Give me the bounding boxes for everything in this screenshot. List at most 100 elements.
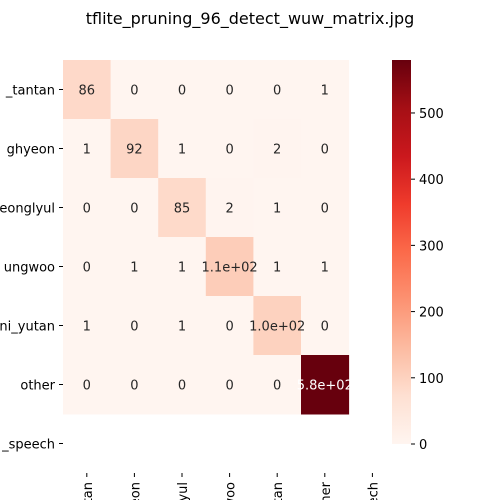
heatmap-cell-label: 0 xyxy=(130,202,138,217)
heatmap-cell xyxy=(158,178,207,238)
heatmap-cell-label: 1 xyxy=(83,143,91,158)
colorbar-tick-label: 500 xyxy=(419,107,444,122)
heatmap-cell xyxy=(301,119,350,179)
heatmap-cell-label: 0 xyxy=(273,84,281,99)
heatmap-cell xyxy=(110,60,159,120)
heatmap-cell xyxy=(253,60,302,120)
heatmap-cell xyxy=(110,119,159,179)
x-tick-label: tantan xyxy=(81,482,96,500)
x-axis: tantan hyeon nglyul ngwoo yutan other peech xyxy=(81,473,381,500)
chart-title: tflite_pruning_96_detect_wuw_matrix.jpg xyxy=(86,9,415,29)
heatmap-cell-label: 0 xyxy=(83,379,91,394)
heatmap-cell-label: 1.0e+02 xyxy=(249,320,305,335)
x-tick-label: yutan xyxy=(271,482,286,500)
heatmap-cell-label: 1 xyxy=(178,143,186,158)
heatmap-cell xyxy=(158,119,207,179)
heatmap-cell-label: 85 xyxy=(174,202,191,217)
heatmap-cell xyxy=(301,237,350,297)
heatmap-cell-label: 1 xyxy=(130,261,138,276)
heatmap-cell-label: 0 xyxy=(130,379,138,394)
heatmap-cell-label: 0 xyxy=(83,261,91,276)
heatmap-cell-label: 92 xyxy=(126,143,143,158)
heatmap-cell-label: 1 xyxy=(321,84,329,99)
heatmap-cell-label: 1 xyxy=(321,261,329,276)
colorbar-tick-label: 200 xyxy=(419,306,444,321)
heatmap-cell-label: 1 xyxy=(273,261,281,276)
heatmap-cell xyxy=(63,60,112,120)
y-tick-label: _speech xyxy=(1,438,55,453)
heatmap-cell xyxy=(158,60,207,120)
heatmap-cell xyxy=(158,237,207,297)
heatmap-cell-label: 1.1e+02 xyxy=(202,261,258,276)
heatmap-cell xyxy=(205,60,254,120)
heatmap-cell-label: 2 xyxy=(225,202,233,217)
heatmap-cells xyxy=(63,60,350,415)
heatmap-cell xyxy=(301,60,350,120)
y-tick-label: eonglyul xyxy=(0,202,55,217)
heatmap-cell-label: 0 xyxy=(130,320,138,335)
heatmap-cell xyxy=(205,237,254,297)
colorbar: 0 100 200 300 400 500 xyxy=(392,60,444,453)
heatmap-cell-label: 1 xyxy=(178,261,186,276)
heatmap-cell-label: 1 xyxy=(178,320,186,335)
colorbar-tick-label: 100 xyxy=(419,372,444,387)
x-tick-label: ngwoo xyxy=(224,482,239,500)
heatmap-cell-label: 1 xyxy=(273,202,281,217)
heatmap-cell xyxy=(253,296,302,356)
heatmap-cell-label: 0 xyxy=(321,202,329,217)
y-tick-label: _tantan xyxy=(5,84,55,99)
heatmap-cell-labels: 86 0 0 0 0 1 1 92 1 0 2 0 0 0 85 2 1 0 0 1 1 1.1e+02 1 1 1 0 1 0 1.0… xyxy=(79,84,353,394)
colorbar-tick-label: 300 xyxy=(419,239,444,254)
heatmap-cell xyxy=(158,355,207,415)
heatmap-cell-label: 0 xyxy=(178,379,186,394)
heatmap-cell xyxy=(301,355,350,415)
x-tick-label: other xyxy=(319,481,334,500)
heatmap-cell xyxy=(63,355,112,415)
heatmap-cell xyxy=(253,237,302,297)
heatmap-cell xyxy=(253,355,302,415)
x-tick-label: nglyul xyxy=(176,482,191,500)
x-tick-label: peech xyxy=(366,482,381,500)
heatmap-cell-label: 86 xyxy=(79,84,96,99)
heatmap-cell xyxy=(110,237,159,297)
heatmap-cell-label: 0 xyxy=(225,84,233,99)
heatmap-cell-label: 5.8e+02 xyxy=(297,379,353,394)
heatmap-cell xyxy=(253,178,302,238)
heatmap-cell-label: 1 xyxy=(83,320,91,335)
heatmap-cell xyxy=(110,355,159,415)
heatmap-cell-label: 0 xyxy=(321,143,329,158)
heatmap-cell-label: 0 xyxy=(225,143,233,158)
y-tick-label: ni_yutan xyxy=(0,320,55,335)
heatmap-cell xyxy=(205,178,254,238)
heatmap-cell xyxy=(63,296,112,356)
heatmap-cell xyxy=(253,119,302,179)
heatmap-cell xyxy=(301,296,350,356)
heatmap-cell xyxy=(205,119,254,179)
heatmap-cell xyxy=(63,178,112,238)
heatmap-cell-label: 2 xyxy=(273,143,281,158)
heatmap-cell xyxy=(301,178,350,238)
heatmap-cell-label: 0 xyxy=(83,202,91,217)
heatmap-cell xyxy=(205,355,254,415)
x-tick-label: hyeon xyxy=(128,482,143,500)
heatmap-cell xyxy=(63,237,112,297)
heatmap-cell-label: 0 xyxy=(130,84,138,99)
heatmap-cell-label: 0 xyxy=(225,320,233,335)
heatmap-cell xyxy=(158,296,207,356)
colorbar-tick-label: 400 xyxy=(419,173,444,188)
heatmap-cell xyxy=(205,296,254,356)
heatmap-cell-label: 0 xyxy=(225,379,233,394)
heatmap-cell-label: 0 xyxy=(178,84,186,99)
colorbar-gradient xyxy=(392,60,411,444)
y-tick-label: other xyxy=(20,379,55,394)
heatmap-cell-label: 0 xyxy=(273,379,281,394)
heatmap-cell xyxy=(110,178,159,238)
colorbar-tick-label: 0 xyxy=(419,438,427,453)
heatmap-cell xyxy=(110,296,159,356)
heatmap-cell-label: 0 xyxy=(321,320,329,335)
y-tick-label: ghyeon xyxy=(7,143,55,158)
y-tick-label: ungwoo xyxy=(4,261,55,276)
